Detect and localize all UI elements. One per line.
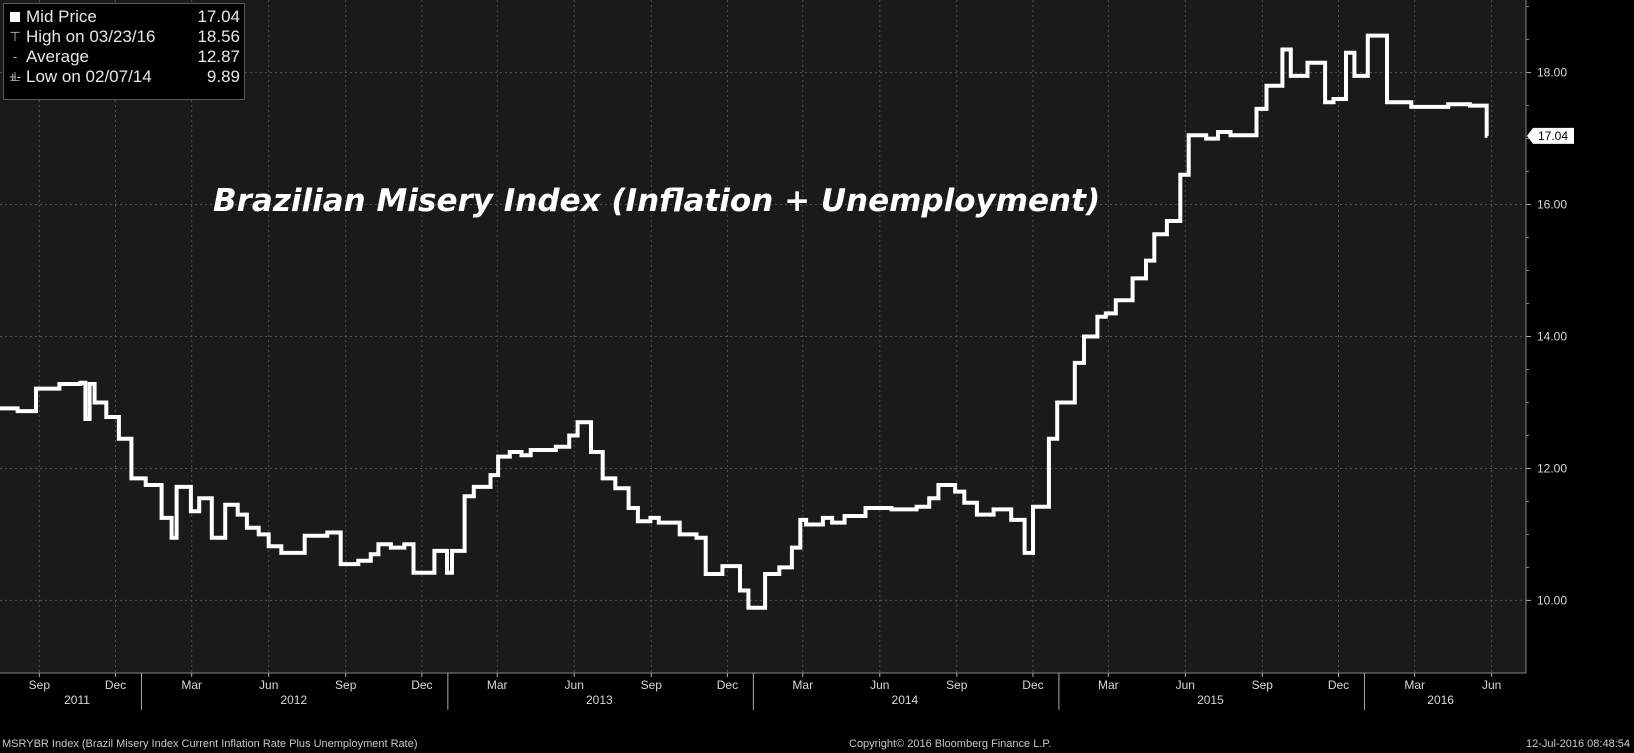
year-label: 2011 (64, 693, 90, 707)
x-tick-label: Jun (259, 678, 278, 692)
footer-copyright: Copyright© 2016 Bloomberg Finance L.P. (849, 738, 1052, 750)
x-tick-label: Jun (565, 678, 584, 692)
legend-box: Mid Price 17.04 ⊤ High on 03/23/16 18.56… (3, 3, 245, 100)
year-label: 2016 (1427, 693, 1454, 707)
x-tick-label: Dec (1022, 678, 1043, 692)
x-tick-label: Mar (1098, 678, 1119, 692)
grid-lines (0, 0, 1526, 673)
chart-title: Brazilian Misery Index (Inflation + Unem… (213, 183, 1101, 219)
y-tick-label: 14.00 (1537, 330, 1567, 344)
x-axis: Sep Dec Mar Jun Sep Dec Mar Jun Sep Dec Mar Jun Sep D… (0, 672, 1526, 710)
x-tick-label: Mar (487, 678, 508, 692)
legend-row-high: ⊤ High on 03/23/16 18.56 (8, 27, 240, 47)
legend-label-mid: Mid Price (26, 7, 97, 26)
x-tick-label: Jun (1176, 678, 1195, 692)
legend-value-mid: 17.04 (197, 7, 240, 26)
year-label: 2015 (1197, 693, 1224, 707)
low-marker-icon: ⊥ (9, 69, 21, 84)
x-tick-label: Dec (717, 678, 738, 692)
year-label: 2013 (586, 693, 613, 707)
x-tick-label: Sep (946, 678, 968, 692)
footer-timestamp: 12-Jul-2016 08:48:54 (1526, 738, 1630, 750)
high-marker-icon: ⊤ (9, 29, 21, 44)
series-line-mid-price (0, 33, 1489, 610)
legend-label-low: Low on 02/07/14 (26, 67, 152, 86)
last-value-marker: 17.04 (1527, 127, 1574, 144)
legend-row-low: ⊥ Low on 02/07/14 9.89 (8, 67, 240, 87)
x-tick-label: Dec (411, 678, 432, 692)
legend-label-average: Average (26, 47, 90, 66)
x-tick-label: Sep (335, 678, 357, 692)
year-label: 2012 (280, 693, 307, 707)
x-tick-label: Sep (1252, 678, 1274, 692)
x-tick-label: Jun (1482, 678, 1501, 692)
last-value-label: 17.04 (1538, 129, 1568, 143)
legend-value-low: 9.89 (206, 67, 240, 86)
legend-value-average: 12.87 (197, 47, 240, 66)
x-tick-label: Mar (181, 678, 202, 692)
average-marker-icon: -+- (9, 49, 21, 84)
plot-background (0, 0, 1526, 673)
x-tick-label: Sep (641, 678, 663, 692)
x-tick-label: Mar (1404, 678, 1425, 692)
legend-row-average: -+- Average 12.87 (8, 47, 240, 84)
y-tick-label: 12.00 (1537, 461, 1567, 475)
footer-ticker-description: MSRYBR Index (Brazil Misery Index Curren… (2, 738, 418, 750)
legend-value-high: 18.56 (197, 27, 240, 46)
legend-row-mid: Mid Price 17.04 (8, 7, 240, 27)
y-axis: 10.00 12.00 14.00 16.00 18.00 (1525, 0, 1567, 673)
legend-label-high: High on 03/23/16 (26, 27, 156, 46)
x-tick-label: Sep (29, 678, 51, 692)
year-label: 2014 (892, 693, 919, 707)
x-tick-label: Dec (105, 678, 126, 692)
y-tick-label: 16.00 (1537, 198, 1567, 212)
x-tick-label: Mar (792, 678, 813, 692)
y-tick-label: 10.00 (1537, 593, 1567, 607)
legend-swatch-icon (8, 7, 22, 28)
last-value-box (1527, 127, 1574, 144)
x-tick-label: Jun (870, 678, 889, 692)
y-tick-label: 18.00 (1537, 66, 1567, 80)
x-tick-label: Dec (1328, 678, 1349, 692)
